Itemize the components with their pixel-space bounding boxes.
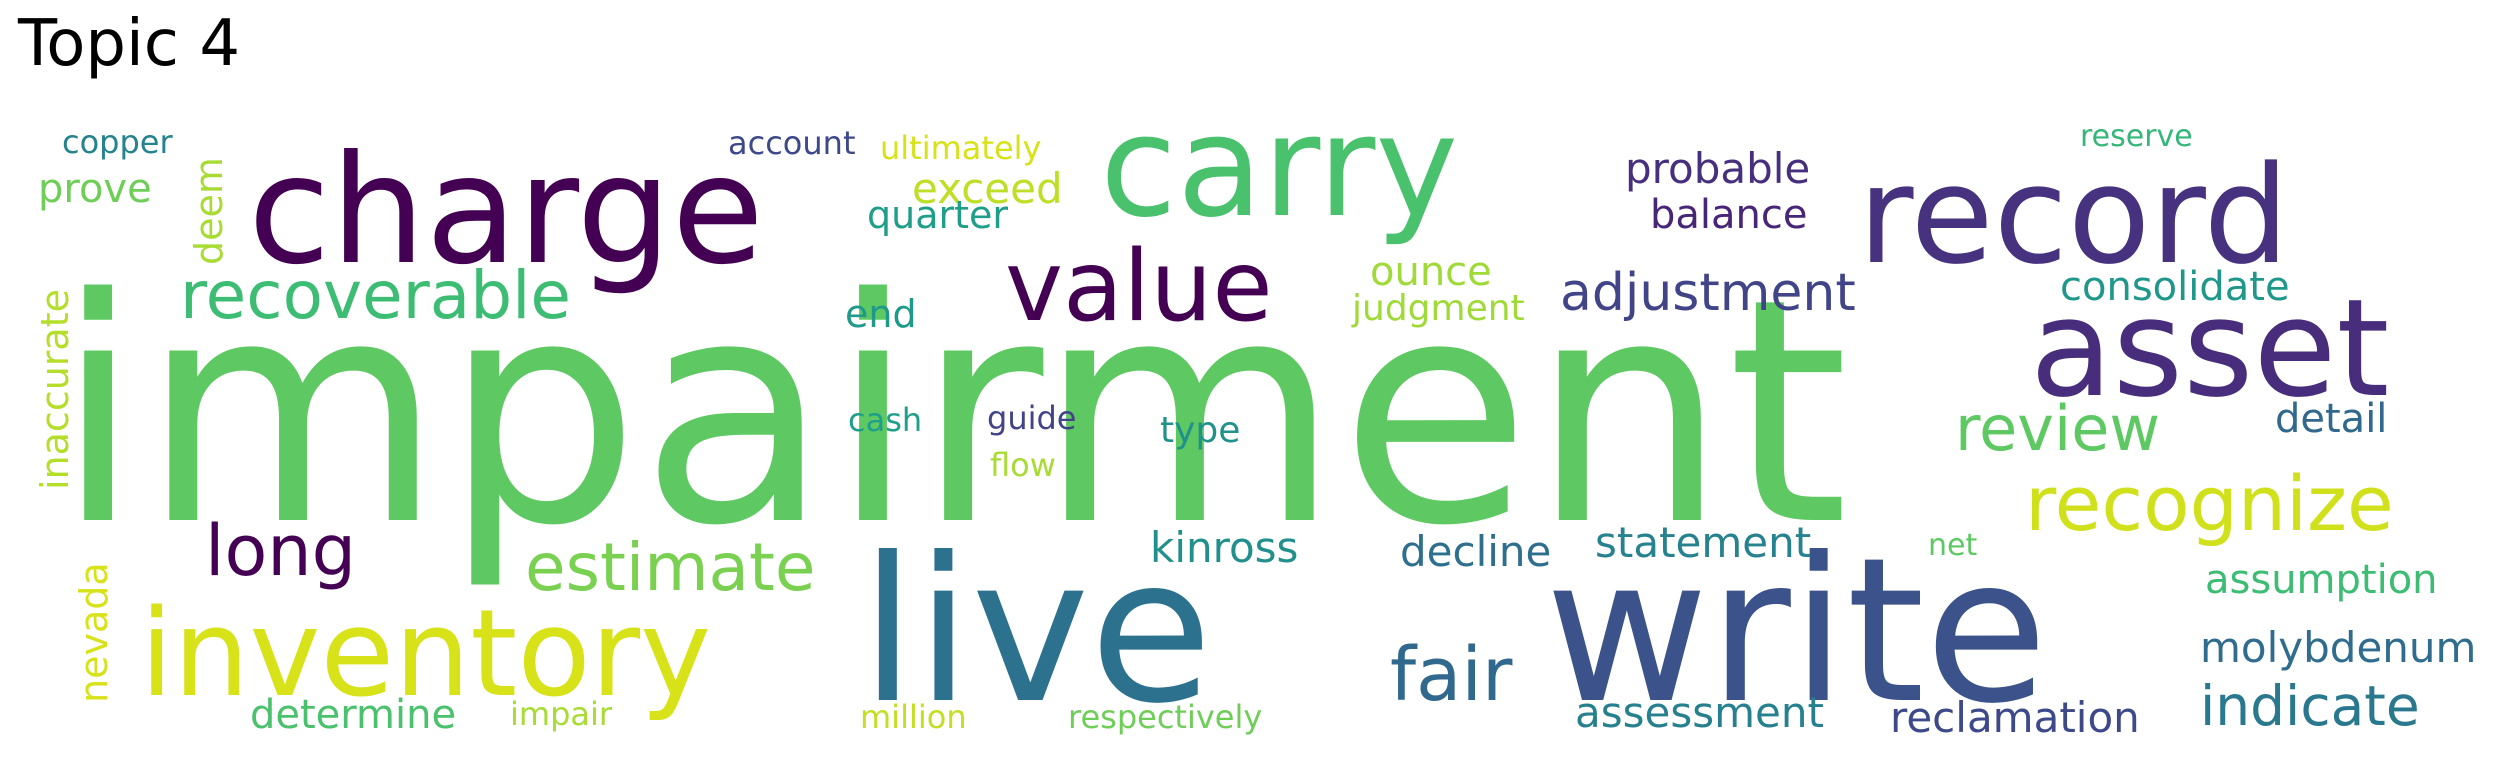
word-reserve: reserve [2080,119,2193,154]
word-record: record [1858,137,2289,294]
word-nevada: nevada [72,562,116,703]
word-value: value [1005,230,1273,344]
word-molybdenum: molybdenum [2200,623,2476,672]
word-assessment: assessment [1575,688,1824,737]
word-inaccurate: inaccurate [33,289,77,490]
word-write: write [1545,515,2048,748]
word-impairment: impairment [55,233,1849,594]
word-statement: statement [1595,518,1811,567]
word-estimate: estimate [525,529,815,606]
word-probable: probable [1625,144,1810,193]
word-recognize: recognize [2025,459,2394,548]
word-fair: fair [1390,632,1513,718]
word-deem: deem [187,157,231,265]
word-reclamation: reclamation [1890,693,2140,742]
word-net: net [1928,528,1977,563]
word-decline: decline [1400,527,1551,576]
word-prove: prove [38,166,152,212]
word-assumption: assumption [2205,557,2438,603]
word-type: type [1160,410,1240,451]
word-carry: carry [1100,108,1458,249]
word-review: review [1955,392,2160,465]
word-charge: charge [248,124,764,298]
word-million: million [860,698,967,736]
word-copper: copper [62,123,173,161]
word-detail: detail [2275,396,2387,442]
word-ultimately: ultimately [880,129,1041,167]
word-adjustment: adjustment [1560,263,1856,323]
word-consolidate: consolidate [2060,264,2290,310]
word-ounce: ounce [1370,249,1492,295]
word-quarter: quarter [867,193,1008,237]
word-live: live [860,515,1213,748]
word-cash: cash [848,401,922,439]
word-kinross: kinross [1150,523,1298,572]
word-inventory: inventory [140,585,711,724]
word-asset: asset [2030,270,2389,427]
word-end: end [845,292,917,336]
word-determine: determine [250,692,456,738]
word-indicate: indicate [2200,674,2420,738]
word-account: account [728,124,855,162]
word-respectively: respectively [1068,698,1262,736]
word-flow: flow [990,446,1056,484]
word-judgment: judgment [1351,288,1525,329]
word-impair: impair [510,695,613,733]
word-exceed: exceed [912,164,1063,213]
word-guide: guide [987,399,1076,437]
word-balance: balance [1650,192,1807,238]
word-recoverable: recoverable [180,257,571,334]
page-title: Topic 4 [18,7,241,81]
word-long: long [205,510,356,592]
